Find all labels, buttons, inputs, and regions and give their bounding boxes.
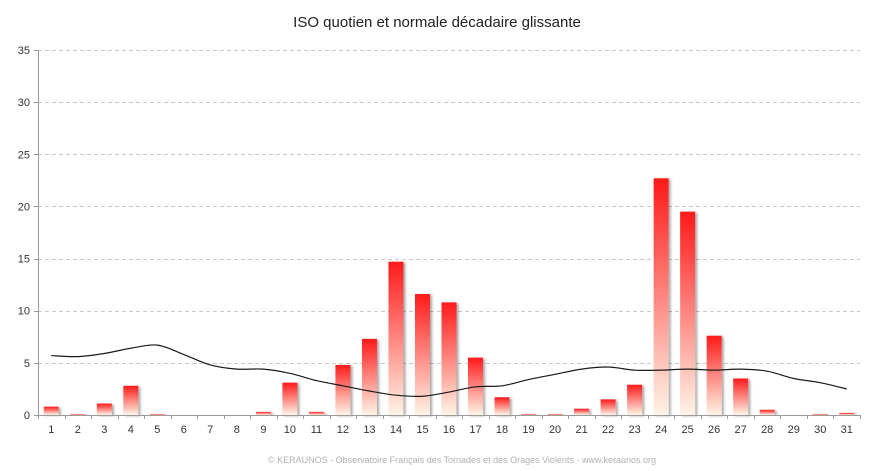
bar-day-5	[149, 413, 165, 415]
x-tick-label: 18	[496, 424, 508, 436]
bar-day-11	[308, 411, 324, 415]
x-tick-label: 9	[260, 424, 266, 436]
bar-day-4	[123, 385, 139, 415]
x-tick-label: 3	[101, 424, 107, 436]
x-tick-label: 25	[682, 424, 694, 436]
x-tick-label: 22	[602, 424, 614, 436]
x-tick-label: 28	[761, 424, 773, 436]
x-tick-label: 13	[363, 424, 375, 436]
bar-day-16	[441, 302, 457, 415]
x-tick-label: 19	[522, 424, 534, 436]
x-tick-label: 11	[311, 424, 322, 436]
bar-day-23	[627, 384, 643, 415]
credit-text: © KERAUNOS - Observatoire Français des T…	[268, 455, 656, 465]
bar-day-27	[733, 378, 749, 415]
bar-day-20	[547, 413, 563, 415]
bar-day-2	[70, 413, 86, 415]
bar-day-1	[43, 406, 59, 415]
y-tick-label: 25	[18, 149, 30, 161]
bar-day-31	[839, 412, 855, 415]
x-tick-label: 2	[75, 424, 81, 436]
x-tick-label: 10	[284, 424, 296, 436]
x-tick-label: 5	[154, 424, 160, 436]
y-tick-label: 30	[18, 97, 30, 109]
x-tick-label: 15	[416, 424, 428, 436]
y-tick-label: 15	[18, 254, 30, 266]
x-tick-label: 24	[655, 424, 667, 436]
y-tick-label: 35	[18, 45, 30, 57]
x-tick-label: 21	[575, 424, 587, 436]
x-tick-label: 26	[708, 424, 720, 436]
x-tick-labels: 1 2 3 4 5 6 7 8 9 10 11 12 13 14 15 16 17 18 19 20 21 22 23 24 2…	[48, 424, 853, 436]
bar-day-9	[255, 411, 271, 415]
bar-day-30	[812, 413, 828, 415]
chart-title: ISO quotien et normale décadaire glissan…	[293, 14, 581, 31]
x-tick-label: 16	[443, 424, 455, 436]
bar-day-28	[759, 409, 775, 415]
x-tick-label: 31	[841, 424, 853, 436]
bar-day-12	[335, 364, 351, 415]
bar-day-18	[494, 397, 510, 415]
x-tick-label: 6	[181, 424, 187, 436]
bar-day-22	[600, 399, 616, 415]
bar-day-26	[706, 335, 722, 415]
x-tick-label: 17	[469, 424, 481, 436]
x-tick-label: 12	[337, 424, 349, 436]
bar-series	[43, 178, 855, 415]
x-tick-label: 7	[207, 424, 213, 436]
y-tick-label: 0	[24, 410, 30, 422]
x-tick-label: 30	[814, 424, 826, 436]
bar-day-19	[521, 413, 537, 415]
y-tick-labels: 0 5 10 15 20 25 30 35	[18, 45, 30, 422]
x-tick-label: 29	[788, 424, 800, 436]
grid-lines	[38, 50, 860, 364]
axes	[34, 50, 861, 419]
y-tick-label: 10	[18, 306, 30, 318]
bar-day-10	[282, 382, 298, 415]
bar-day-24	[653, 178, 669, 415]
x-tick-label: 1	[48, 424, 54, 436]
bar-day-15	[414, 294, 430, 415]
bar-day-13	[361, 338, 377, 415]
x-tick-label: 20	[549, 424, 561, 436]
x-tick-label: 27	[735, 424, 747, 436]
y-tick-label: 20	[18, 201, 30, 213]
y-tick-label: 5	[24, 358, 30, 370]
bar-day-25	[680, 211, 696, 415]
x-tick-label: 8	[234, 424, 240, 436]
x-tick-label: 14	[390, 424, 402, 436]
bar-day-21	[574, 408, 590, 415]
normal-line	[51, 344, 847, 398]
x-tick-label: 23	[628, 424, 640, 436]
bar-day-14	[388, 261, 404, 415]
bar-day-3	[96, 403, 112, 415]
x-tick-label: 4	[128, 424, 134, 436]
